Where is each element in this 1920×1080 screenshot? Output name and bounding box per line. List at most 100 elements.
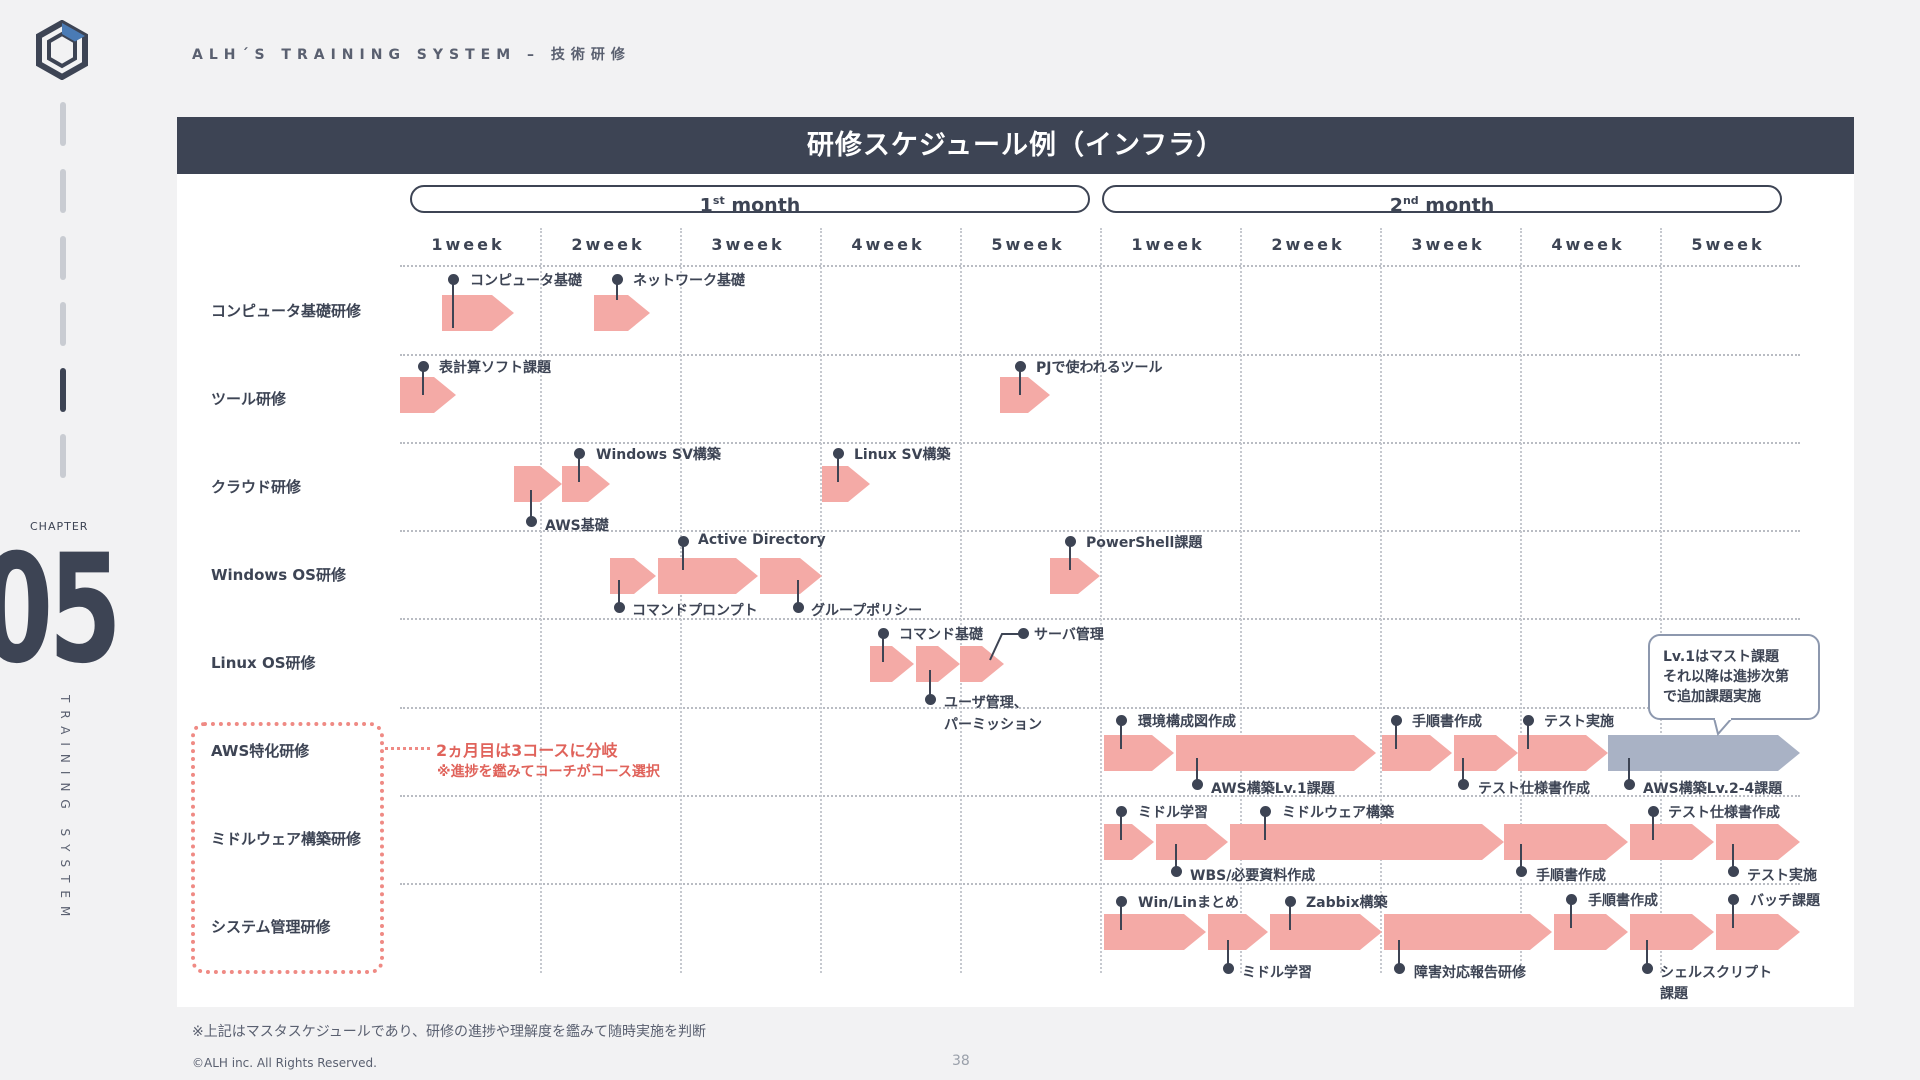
month-1-pill: 1st month bbox=[410, 185, 1090, 216]
task-label: テスト実施 bbox=[1544, 714, 1614, 730]
pin-stem bbox=[1646, 940, 1648, 968]
pin-dot bbox=[612, 274, 623, 285]
pin-dot bbox=[1116, 715, 1127, 726]
week-header: 3week bbox=[1411, 235, 1485, 254]
task-label: テスト仕様書作成 bbox=[1478, 781, 1590, 797]
chapter-indicator-3[interactable] bbox=[60, 236, 66, 280]
task-label: 表計算ソフト課題 bbox=[439, 360, 551, 376]
pin-stem bbox=[1570, 900, 1572, 928]
pin-stem bbox=[1398, 940, 1400, 968]
pin-dot bbox=[1728, 894, 1739, 905]
task-label: コンピュータ基礎 bbox=[470, 273, 582, 289]
week-header: 4week bbox=[851, 235, 925, 254]
pin-dot bbox=[1192, 779, 1203, 790]
chapter-indicator-5-active[interactable] bbox=[60, 368, 66, 412]
pin-stem bbox=[1732, 900, 1734, 928]
pin-stem bbox=[1462, 758, 1464, 786]
pin-dot bbox=[1391, 715, 1402, 726]
month-2-pill: 2nd month bbox=[1102, 185, 1782, 216]
callout-line: で追加課題実施 bbox=[1663, 689, 1761, 705]
pin-dot bbox=[833, 448, 844, 459]
task-label: ミドル学習 bbox=[1242, 965, 1312, 981]
task-arrow bbox=[1518, 735, 1608, 771]
pin-stem bbox=[682, 542, 684, 570]
pin-dot bbox=[1260, 806, 1271, 817]
task-label: WBS/必要資料作成 bbox=[1190, 868, 1316, 884]
callout-tail bbox=[1712, 718, 1734, 736]
pin-dot bbox=[1116, 806, 1127, 817]
task-label: テスト実施 bbox=[1747, 868, 1817, 884]
pin-stem bbox=[616, 280, 618, 300]
footnote: ※上記はマスタスケジュールであり、研修の進捗や理解度を鑑みて随時実施を判断 bbox=[192, 1024, 707, 1040]
task-arrow bbox=[1384, 914, 1552, 950]
chapter-number: 05 bbox=[0, 523, 122, 697]
pin-dot bbox=[1523, 715, 1534, 726]
task-label: Windows SV構築 bbox=[596, 447, 721, 463]
pin-dot bbox=[678, 536, 689, 547]
task-label: AWS基礎 bbox=[545, 518, 609, 534]
task-arrow-optional bbox=[1608, 735, 1800, 771]
training-system-vertical: TRAINING SYSTEM bbox=[58, 695, 72, 925]
aws-branch-note: 2ヵ月目は3コースに分岐 bbox=[436, 741, 618, 760]
task-label: 手順書作成 bbox=[1536, 868, 1606, 884]
grid-line bbox=[1240, 228, 1242, 973]
chapter-indicator-2[interactable] bbox=[60, 169, 66, 213]
pin-dot bbox=[1648, 806, 1659, 817]
pin-stem bbox=[1196, 758, 1198, 786]
pin-stem bbox=[1120, 812, 1122, 840]
row-label: Linux OS研修 bbox=[211, 654, 316, 672]
aws-branch-subnote: ※進捗を鑑みてコーチがコース選択 bbox=[437, 764, 660, 780]
week-header: 1week bbox=[431, 235, 505, 254]
pin-dot bbox=[793, 602, 804, 613]
task-label: Zabbix構築 bbox=[1306, 895, 1388, 911]
pin-stem bbox=[452, 280, 454, 328]
pin-dot bbox=[1065, 536, 1076, 547]
leader-line bbox=[989, 633, 1024, 661]
chapter-indicator-4[interactable] bbox=[60, 302, 66, 346]
task-label: AWS構築Lv.2-4課題 bbox=[1643, 781, 1783, 797]
chapter-indicator-6[interactable] bbox=[60, 434, 66, 478]
pin-dot bbox=[448, 274, 459, 285]
pin-dot bbox=[878, 628, 889, 639]
task-label: 課題 bbox=[1660, 986, 1688, 1002]
page-number: 38 bbox=[952, 1053, 970, 1069]
pin-stem bbox=[1227, 940, 1229, 968]
aws-connector-line bbox=[385, 747, 430, 750]
header-title: ALH´S TRAINING SYSTEM – 技術研修 bbox=[192, 47, 631, 63]
task-label: Linux SV構築 bbox=[854, 447, 951, 463]
grid-line bbox=[1380, 228, 1382, 973]
callout-box: Lv.1はマスト課題 それ以降は進捗次第 で追加課題実施 bbox=[1648, 634, 1820, 720]
pin-dot bbox=[1566, 894, 1577, 905]
task-label: ユーザ管理、 bbox=[944, 695, 1028, 711]
row-label: ツール研修 bbox=[211, 390, 287, 408]
week-header: 5week bbox=[991, 235, 1065, 254]
pin-dot bbox=[1285, 896, 1296, 907]
pin-dot bbox=[418, 361, 429, 372]
pin-stem bbox=[1069, 542, 1071, 570]
pin-stem bbox=[1628, 758, 1630, 786]
chapter-indicator-1[interactable] bbox=[60, 102, 66, 146]
task-label: AWS構築Lv.1課題 bbox=[1211, 781, 1335, 797]
task-label: コマンドプロンプト bbox=[632, 603, 758, 619]
pin-dot bbox=[1516, 866, 1527, 877]
task-label: Active Directory bbox=[698, 532, 826, 548]
pin-dot bbox=[574, 448, 585, 459]
grid-line bbox=[1660, 228, 1662, 973]
task-arrow bbox=[1230, 824, 1504, 860]
pin-dot bbox=[1394, 963, 1405, 974]
week-header: 4week bbox=[1551, 235, 1625, 254]
row-label: クラウド研修 bbox=[211, 478, 302, 496]
task-label: PJで使われるツール bbox=[1036, 360, 1163, 376]
pin-dot bbox=[1728, 866, 1739, 877]
row-label: Windows OS研修 bbox=[211, 566, 346, 584]
task-label: 環境構成図作成 bbox=[1138, 714, 1236, 730]
task-label: コマンド基礎 bbox=[899, 627, 983, 643]
copyright: ©ALH inc. All Rights Reserved. bbox=[192, 1056, 377, 1070]
pin-stem bbox=[1652, 812, 1654, 840]
pin-stem bbox=[1520, 844, 1522, 872]
task-label: 手順書作成 bbox=[1588, 893, 1658, 909]
pin-dot bbox=[1116, 896, 1127, 907]
grid-line bbox=[540, 228, 542, 973]
pin-stem bbox=[837, 454, 839, 482]
pin-dot bbox=[614, 602, 625, 613]
